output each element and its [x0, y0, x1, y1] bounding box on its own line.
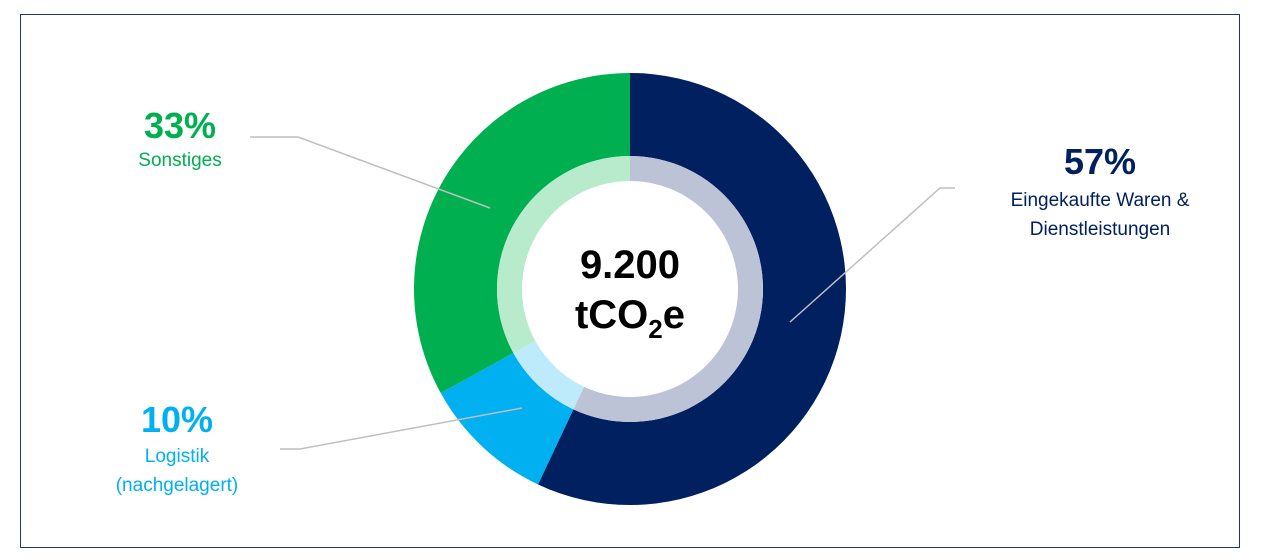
- donut-segment: [413, 72, 630, 394]
- data-label: 57%: [1063, 141, 1137, 182]
- category-label: Eingekaufte Waren & Dienstleistungen: [1010, 190, 1190, 240]
- leader-line: [280, 407, 523, 450]
- frame: [20, 14, 1240, 548]
- unit-part: e: [662, 293, 686, 337]
- category-label: Sonstiges: [138, 150, 222, 171]
- unit-part: tCO: [574, 293, 649, 337]
- donut-inner-segment: [513, 341, 585, 410]
- data-label: 10%: [140, 399, 214, 440]
- label-group: 33% Sonstiges: [95, 106, 265, 175]
- label-group: 10% Logistik (nachgelagert): [92, 400, 262, 500]
- donut-inner-segment: [497, 156, 630, 354]
- center-unit: tCO2e: [530, 290, 730, 342]
- donut-segment: [538, 73, 846, 505]
- label-group: 57% Eingekaufte Waren & Dienstleistungen: [960, 142, 1240, 244]
- category-label: Logistik (nachgelagert): [115, 446, 239, 496]
- data-label: 33%: [143, 105, 217, 146]
- unit-subscript: 2: [648, 314, 663, 344]
- donut-segment: [440, 353, 574, 485]
- donut-inner-segment: [573, 156, 763, 422]
- center-label: 9.200 tCO2e: [530, 240, 730, 342]
- leader-line: [250, 136, 491, 209]
- center-value: 9.200: [579, 243, 681, 287]
- leader-line: [789, 187, 955, 323]
